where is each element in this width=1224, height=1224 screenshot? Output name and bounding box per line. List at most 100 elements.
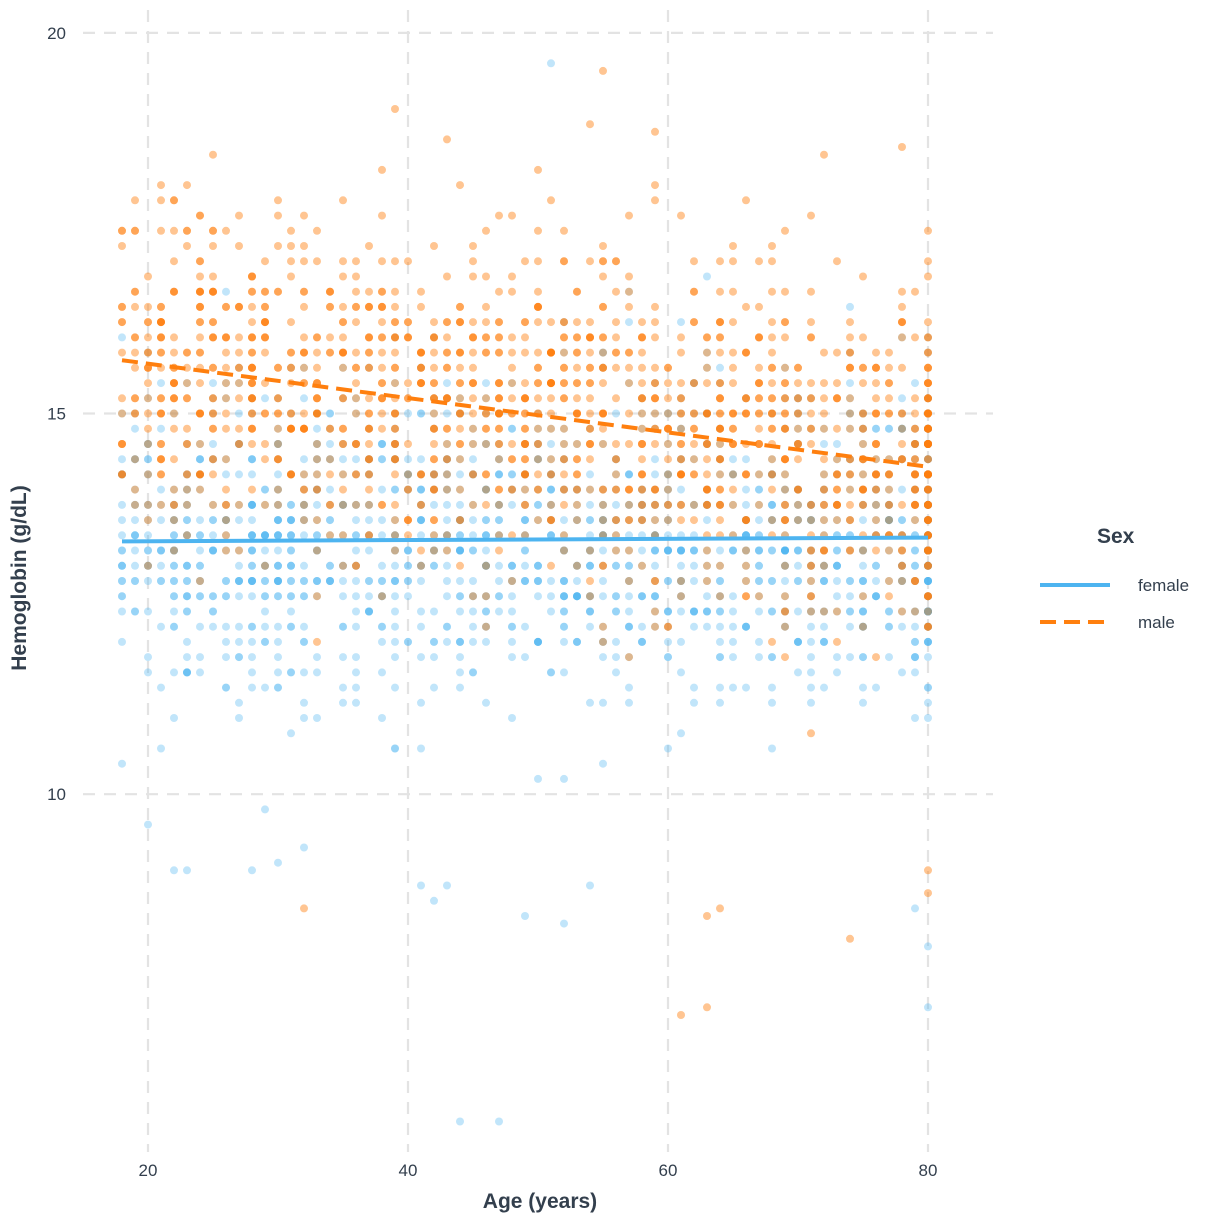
female-point: [248, 683, 256, 692]
female-point: [508, 653, 516, 662]
female-point: [742, 622, 750, 631]
female-point: [235, 653, 243, 662]
female-point: [690, 546, 698, 555]
male-point: [196, 272, 204, 281]
male-point: [391, 302, 399, 311]
male-point: [326, 531, 334, 540]
male-point: [300, 287, 308, 296]
female-point: [274, 440, 282, 448]
male-point: [885, 379, 893, 388]
male-point: [196, 440, 204, 448]
female-point: [820, 500, 828, 509]
female-point: [183, 592, 191, 601]
female-point: [885, 607, 893, 616]
female-point: [469, 668, 477, 677]
female-point: [326, 531, 334, 540]
female-point: [924, 622, 932, 631]
female-point: [742, 561, 750, 570]
male-point: [508, 394, 516, 403]
male-point: [664, 485, 672, 494]
female-point: [677, 455, 685, 464]
female-point: [833, 561, 841, 570]
female-point: [625, 546, 633, 555]
male-point: [534, 302, 542, 311]
male-point: [443, 318, 451, 327]
female-point: [729, 622, 737, 631]
male-point: [781, 409, 789, 418]
female-point: [820, 561, 828, 570]
female-point: [612, 500, 620, 509]
female-point: [248, 866, 256, 875]
female-point: [612, 607, 620, 616]
male-point: [378, 500, 386, 509]
female-point: [157, 683, 165, 692]
female-point: [586, 607, 594, 616]
female-point: [274, 394, 282, 403]
male-point: [898, 363, 906, 372]
male-point: [157, 181, 165, 190]
male-point: [703, 500, 711, 509]
female-point: [417, 363, 425, 372]
male-point: [534, 348, 542, 357]
female-point: [768, 409, 776, 418]
female-point: [469, 668, 477, 677]
male-point: [339, 440, 347, 448]
female-point: [300, 637, 308, 646]
male-point: [755, 302, 763, 311]
male-point: [586, 440, 594, 448]
male-point: [833, 394, 841, 403]
female-point: [794, 637, 802, 646]
male-point: [742, 592, 750, 601]
female-point: [118, 333, 126, 342]
female-point: [352, 440, 360, 448]
female-point: [404, 470, 412, 479]
male-point: [430, 516, 438, 525]
male-point: [846, 424, 854, 433]
male-point: [898, 333, 906, 342]
female-point: [911, 904, 919, 913]
male-point: [859, 409, 867, 418]
female-point: [456, 592, 464, 601]
male-point: [716, 287, 724, 296]
male-point: [118, 226, 126, 235]
male-point: [456, 561, 464, 570]
male-point: [807, 577, 815, 585]
male-point: [651, 500, 659, 509]
male-point: [417, 379, 425, 388]
female-point: [716, 653, 724, 662]
male-point: [365, 333, 373, 342]
male-point: [417, 363, 425, 372]
male-point: [300, 485, 308, 494]
female-point: [443, 394, 451, 403]
male-point: [235, 440, 243, 448]
female-point: [716, 379, 724, 388]
female-point: [495, 531, 503, 540]
male-point: [365, 531, 373, 540]
female-point: [534, 637, 542, 646]
female-point: [703, 363, 711, 372]
female-point: [339, 455, 347, 464]
male-point: [469, 592, 477, 601]
female-point: [924, 714, 932, 722]
male-point: [599, 561, 607, 570]
male-point: [456, 409, 464, 418]
female-point: [248, 546, 256, 555]
male-point: [599, 637, 607, 646]
male-point: [482, 622, 490, 631]
male-point: [365, 333, 373, 342]
female-point: [807, 516, 815, 525]
male-point: [339, 424, 347, 433]
female-point: [924, 394, 932, 403]
male-point: [508, 348, 516, 357]
male-point: [144, 561, 152, 570]
male-point: [352, 348, 360, 357]
male-point: [690, 318, 698, 327]
male-point: [716, 318, 724, 327]
female-point: [209, 607, 217, 616]
female-point: [911, 470, 919, 479]
male-point: [898, 302, 906, 311]
male-point: [235, 394, 243, 403]
male-point: [885, 546, 893, 555]
female-point: [651, 500, 659, 509]
female-point: [794, 485, 802, 494]
